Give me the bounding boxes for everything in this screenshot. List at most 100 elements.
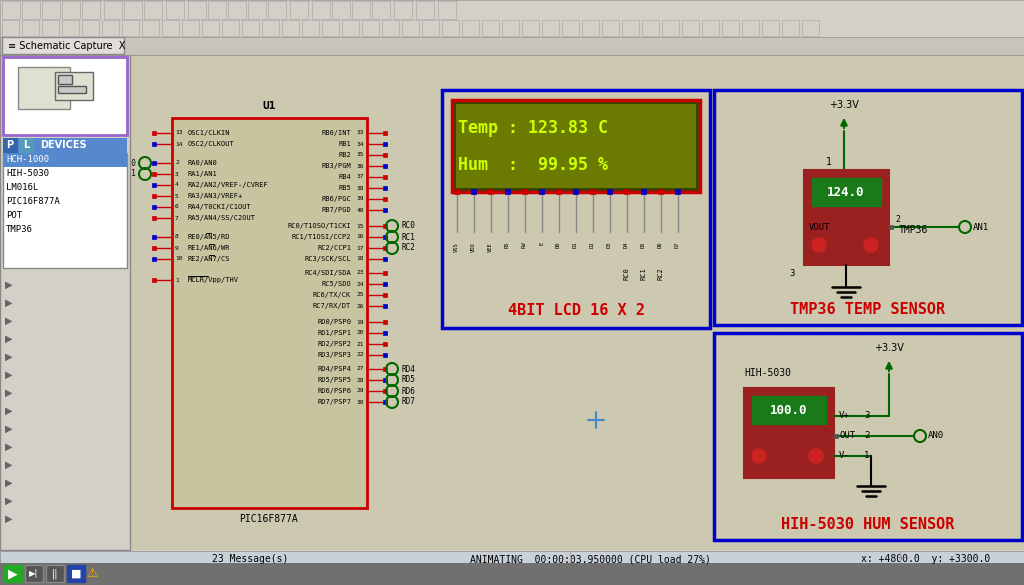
Bar	[462, 20, 479, 36]
Text: ▶: ▶	[5, 424, 12, 434]
Bar	[3, 57, 127, 135]
Bar	[262, 20, 279, 36]
Text: ▶|: ▶|	[30, 569, 39, 578]
Text: 23: 23	[356, 270, 364, 276]
Bar	[22, 1, 40, 19]
Bar	[573, 189, 578, 194]
Text: RC7/RX/DT: RC7/RX/DT	[312, 303, 351, 309]
Text: ▶: ▶	[5, 370, 11, 379]
Bar	[383, 367, 387, 371]
Bar	[0, 551, 1024, 569]
Text: D4: D4	[624, 242, 629, 249]
Text: 37: 37	[356, 174, 364, 180]
Bar	[188, 1, 206, 19]
Text: RA4/T0CKI/C1OUT: RA4/T0CKI/C1OUT	[188, 204, 252, 210]
Text: ▶: ▶	[5, 370, 12, 380]
Text: +3.3V: +3.3V	[829, 100, 859, 110]
Bar	[152, 246, 156, 250]
Text: 24: 24	[356, 281, 364, 287]
Text: 29: 29	[356, 388, 364, 394]
Text: 17: 17	[356, 246, 364, 250]
Text: ▶: ▶	[5, 514, 11, 523]
Text: RC2: RC2	[401, 243, 415, 253]
Text: RC3/SCK/SCL: RC3/SCK/SCL	[304, 256, 351, 262]
Text: RD7: RD7	[401, 397, 415, 407]
Text: ▶: ▶	[5, 442, 11, 451]
Bar	[312, 1, 330, 19]
Circle shape	[752, 449, 766, 463]
Bar	[58, 86, 86, 93]
Text: 2: 2	[864, 432, 869, 441]
Text: 30: 30	[356, 400, 364, 404]
Bar	[372, 1, 390, 19]
Text: RB3/PGM: RB3/PGM	[322, 163, 351, 169]
Text: ▶: ▶	[5, 388, 11, 397]
Bar	[505, 189, 510, 194]
Text: 1: 1	[826, 157, 831, 167]
Bar	[539, 189, 544, 194]
Circle shape	[812, 238, 826, 252]
Text: RA5/AN4/SS/C2OUT: RA5/AN4/SS/C2OUT	[188, 215, 256, 221]
Bar	[130, 55, 1024, 550]
Bar	[0, 55, 130, 550]
Text: RB5: RB5	[338, 185, 351, 191]
Bar	[46, 565, 63, 582]
Bar	[542, 20, 559, 36]
Bar	[18, 67, 70, 109]
Bar	[25, 565, 43, 582]
Text: 23 Message(s): 23 Message(s)	[212, 554, 288, 564]
Bar	[290, 1, 308, 19]
Bar	[282, 20, 299, 36]
Text: ▶: ▶	[5, 460, 11, 469]
Text: OSC1/CLKIN: OSC1/CLKIN	[188, 130, 230, 136]
Text: D7: D7	[675, 242, 680, 249]
Text: D3: D3	[607, 242, 612, 249]
Bar	[762, 20, 779, 36]
Bar	[471, 189, 476, 194]
Bar	[208, 1, 226, 19]
Text: RC5/SDO: RC5/SDO	[322, 281, 351, 287]
Text: 7: 7	[175, 215, 179, 221]
Text: 9: 9	[175, 246, 179, 250]
Text: LM016L: LM016L	[6, 184, 38, 192]
Bar	[702, 20, 719, 36]
Bar	[152, 278, 156, 282]
Bar	[482, 20, 499, 36]
Bar	[152, 216, 156, 220]
Text: ▶: ▶	[5, 406, 12, 416]
Text: RD5/PSP5: RD5/PSP5	[317, 377, 351, 383]
Text: ▶: ▶	[5, 478, 12, 488]
Text: +3.3V: +3.3V	[874, 343, 904, 353]
Text: D1: D1	[573, 242, 578, 249]
Text: Temp : 123.83 C: Temp : 123.83 C	[458, 119, 608, 137]
Text: ▶: ▶	[5, 334, 11, 343]
Bar	[322, 20, 339, 36]
Bar	[662, 20, 679, 36]
Text: D5: D5	[641, 242, 646, 249]
Bar	[55, 72, 93, 100]
Text: 21: 21	[356, 342, 364, 346]
Text: ANIMATING  00:00:03.950000 (CPU load 27%): ANIMATING 00:00:03.950000 (CPU load 27%)	[470, 554, 711, 564]
Text: RS: RS	[505, 242, 510, 249]
Text: RA1/AN1: RA1/AN1	[188, 171, 218, 177]
Bar	[456, 104, 696, 188]
Bar	[607, 189, 612, 194]
Bar	[782, 20, 799, 36]
Bar	[802, 20, 819, 36]
Bar	[383, 175, 387, 179]
Bar	[562, 20, 579, 36]
Text: RB4: RB4	[338, 174, 351, 180]
Bar	[58, 75, 72, 84]
Text: U1: U1	[262, 101, 275, 111]
Text: AN0: AN0	[928, 432, 944, 441]
Bar	[742, 20, 759, 36]
Bar	[332, 1, 350, 19]
Text: 8: 8	[175, 235, 179, 239]
Text: 6: 6	[175, 205, 179, 209]
Bar	[382, 20, 399, 36]
Bar	[383, 282, 387, 286]
Text: D0: D0	[556, 242, 561, 249]
Bar	[0, 0, 1024, 37]
Bar	[714, 90, 1022, 325]
Bar	[124, 1, 142, 19]
